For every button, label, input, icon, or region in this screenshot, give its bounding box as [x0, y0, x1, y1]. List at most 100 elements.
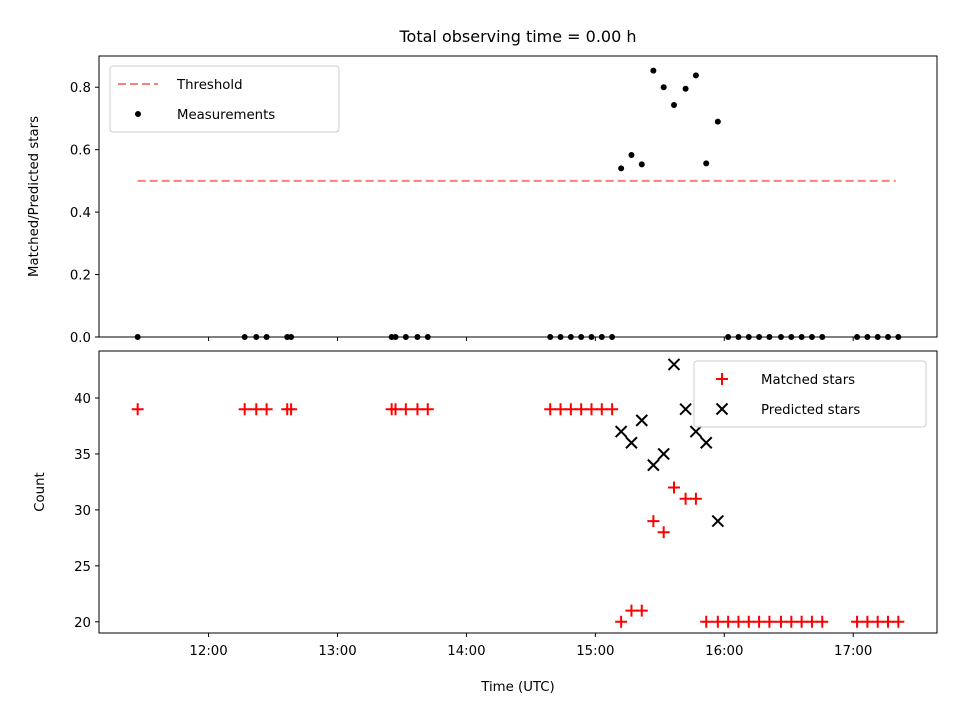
x-tick-label: 16:00	[705, 644, 743, 659]
measurement-point	[578, 334, 585, 340]
measurement-point	[414, 334, 421, 340]
top-panel: 0.0 0.2 0.4 0.6 0.8 Matched/Predicted stars Th…	[27, 55, 938, 346]
legend-matched-swatch	[716, 373, 728, 385]
matched-star-point	[260, 403, 273, 416]
y-axis-label: Count	[33, 472, 48, 512]
measurement-point	[253, 334, 260, 340]
matched-star-point	[285, 403, 298, 416]
measurement-point	[808, 334, 815, 340]
measurement-point	[778, 334, 785, 340]
measurement-point	[874, 334, 881, 340]
legend-box	[693, 360, 927, 428]
y-tick-label: 25	[74, 560, 91, 575]
measurement-point	[735, 334, 742, 340]
measurement-point	[725, 334, 732, 340]
matched-star-point	[238, 403, 251, 416]
measurement-point	[682, 85, 689, 92]
matched-star-point	[421, 403, 434, 416]
matched-star-point	[861, 615, 874, 628]
x-tick-label: 15:00	[576, 644, 614, 659]
matched-star-point	[775, 615, 788, 628]
matched-star-point	[554, 403, 567, 416]
measurement-point	[424, 334, 431, 340]
legend-label: Matched stars	[761, 373, 855, 388]
matched-star-point	[625, 604, 638, 617]
measurement-point	[864, 334, 871, 340]
matched-star-point	[763, 615, 776, 628]
predicted-star-point	[667, 358, 681, 371]
matched-star-point	[785, 615, 798, 628]
predicted-star-point	[614, 425, 628, 438]
matched-star-point	[722, 615, 735, 628]
measurement-point	[670, 102, 677, 109]
measurement-point	[402, 334, 409, 340]
measurement-point	[660, 84, 667, 91]
y-tick-label: 0.0	[70, 331, 91, 346]
matched-star-point	[615, 615, 628, 628]
measurement-point	[588, 334, 595, 340]
matched-star-point	[711, 615, 724, 628]
measurement-point	[745, 334, 752, 340]
measurement-point	[638, 161, 645, 168]
legend: Threshold Measurements	[109, 65, 340, 133]
x-tick-label: 17:00	[834, 644, 872, 659]
measurement-point	[756, 334, 763, 340]
matched-star-point	[679, 492, 692, 505]
y-axis-label: Matched/Predicted stars	[27, 116, 42, 277]
measurement-point	[618, 165, 625, 172]
matched-star-point	[595, 403, 608, 416]
measurement-point	[609, 334, 616, 340]
measurement-point	[134, 334, 141, 340]
matched-star-point	[544, 403, 557, 416]
matched-star-point	[882, 615, 895, 628]
matched-star-point	[131, 403, 144, 416]
matched-star-point	[575, 403, 588, 416]
matched-star-point	[732, 615, 745, 628]
x-axis-label: Time (UTC)	[480, 680, 555, 695]
matched-star-point	[635, 604, 648, 617]
measurement-point	[703, 160, 710, 167]
measurement-point	[598, 334, 605, 340]
measurement-point	[288, 334, 295, 340]
matched-star-point	[585, 403, 598, 416]
y-tick-label: 0.4	[70, 206, 91, 221]
measurement-point	[692, 72, 699, 79]
matched-star-point	[871, 615, 884, 628]
measurement-point	[392, 334, 399, 340]
matched-star-point	[657, 526, 670, 539]
measurement-point	[819, 334, 826, 340]
legend-label: Threshold	[176, 78, 243, 93]
measurement-point	[798, 334, 805, 340]
measurement-point	[895, 334, 902, 340]
legend: Matched stars Predicted stars	[693, 360, 927, 428]
matched-star-point	[892, 615, 905, 628]
legend-predicted-swatch	[715, 402, 729, 416]
y-tick-label: 0.6	[70, 144, 91, 159]
matched-star-point	[700, 615, 713, 628]
y-tick-label: 20	[74, 616, 91, 631]
bottom-panel: 20 25 30 35 40 12:00 13:00 14:00 15:00 16:00 17:00…	[33, 350, 938, 659]
matched-star-point	[411, 403, 424, 416]
predicted-star-point	[711, 514, 725, 528]
predicted-star-point	[689, 425, 703, 438]
predicted-star-point	[625, 436, 638, 449]
measurement-point	[766, 334, 773, 340]
legend-measurement-swatch	[135, 111, 141, 117]
plot-frame	[98, 350, 938, 634]
matched-star-point	[667, 481, 680, 494]
measurement-point	[788, 334, 795, 340]
x-tick-label: 14:00	[447, 644, 485, 659]
measurement-point	[885, 334, 892, 340]
x-tick-label: 12:00	[189, 644, 227, 659]
predicted-star-point	[657, 447, 670, 461]
matched-star-point	[816, 615, 829, 628]
y-tick-label: 0.2	[70, 269, 91, 284]
measurement-point	[628, 151, 635, 158]
matched-star-point	[795, 615, 808, 628]
matched-star-point	[753, 615, 766, 628]
matched-star-point	[647, 515, 660, 528]
y-tick-label: 35	[74, 448, 91, 463]
measurement-point	[567, 334, 574, 340]
predicted-star-point	[635, 414, 648, 427]
